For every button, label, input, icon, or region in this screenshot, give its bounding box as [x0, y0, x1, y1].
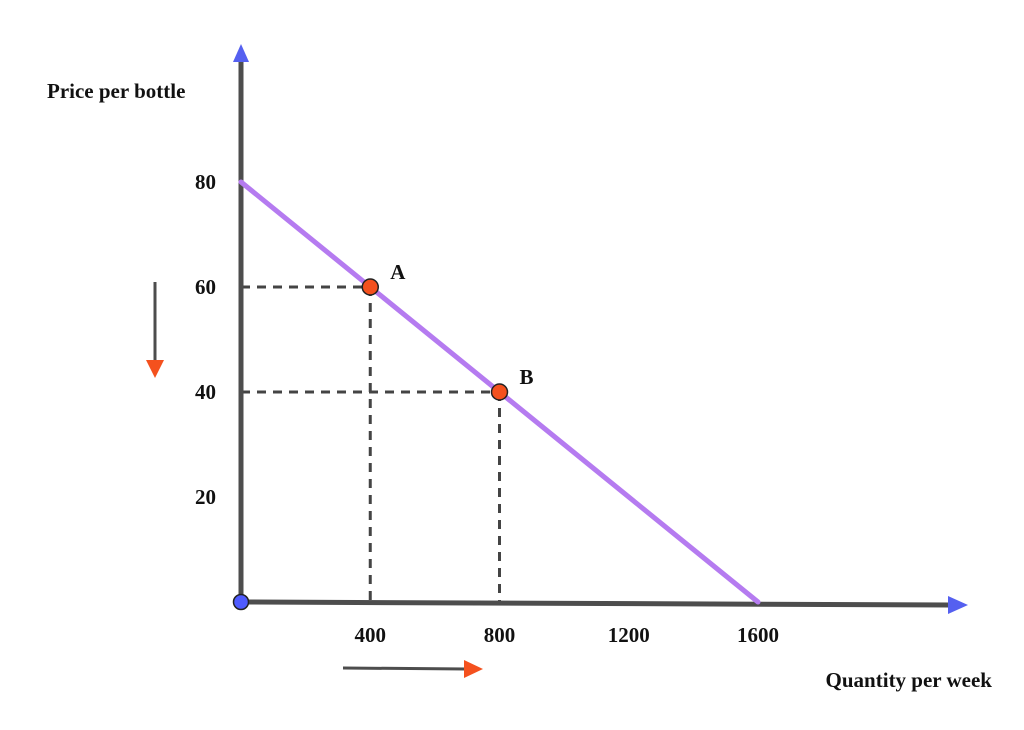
- quantity-increase-arrowhead: [464, 660, 483, 678]
- quantity-increase-arrow-shaft: [342, 666, 467, 671]
- origin-point: [232, 593, 250, 611]
- point-label-b: B: [520, 365, 534, 389]
- x-tick-label-1200: 1200: [608, 623, 650, 647]
- x-axis-title: Quantity per week: [826, 668, 993, 692]
- x-tick-label-1600: 1600: [737, 623, 779, 647]
- y-axis-arrowhead: [233, 44, 249, 62]
- point-a: [361, 278, 379, 296]
- price-decrease-arrowhead: [146, 360, 164, 378]
- point-b: [490, 383, 509, 401]
- y-tick-label-40: 40: [195, 380, 216, 404]
- y-tick-label-80: 80: [195, 170, 216, 194]
- x-tick-label-400: 400: [355, 623, 387, 647]
- x-axis-line: [240, 599, 951, 608]
- x-axis-arrowhead: [948, 596, 968, 614]
- y-tick-label-20: 20: [195, 485, 216, 509]
- y-axis-title: Price per bottle: [47, 79, 185, 103]
- x-tick-label-800: 800: [484, 623, 516, 647]
- point-label-a: A: [390, 260, 406, 284]
- y-tick-label-60: 60: [195, 275, 216, 299]
